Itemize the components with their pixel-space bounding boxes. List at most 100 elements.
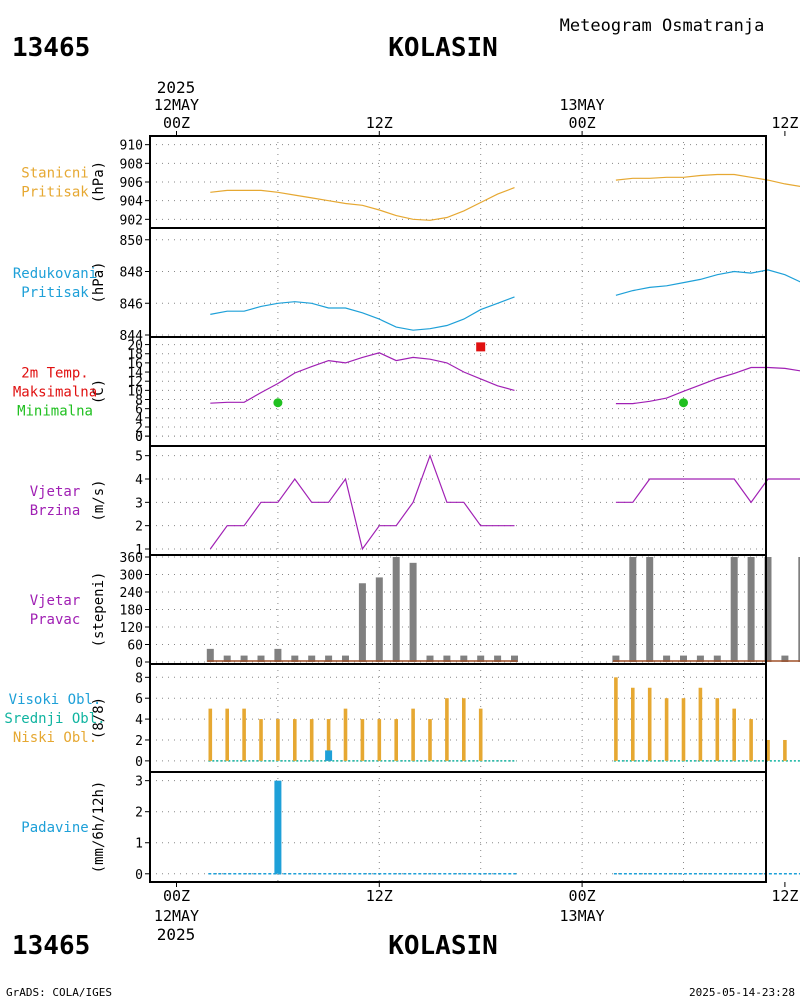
panel-label: Padavine [21,820,88,836]
direction-bar [713,655,721,662]
panel-label: Maksimalna [13,385,97,401]
panel-stanicni: 902 904 906 908 910 (hPa)Stanicni Pritisak [21,135,800,229]
footer-credit: GrADS: COLA/IGES [6,986,112,999]
low-cloud-bar [698,687,703,761]
direction-bar [206,648,214,662]
panel-label: Brzina [30,503,81,519]
low-cloud-bar [293,719,297,761]
direction-bar [511,655,518,662]
top-time-axis: 00Z12MAY12Z00Z13MAY12Z00Z14MAY12Z [154,96,798,136]
low-cloud-bar [377,719,382,761]
low-cloud-bar [478,708,483,761]
direction-bar [798,557,800,662]
panel-frame [149,135,767,229]
panel-label: Pritisak [21,185,89,201]
bottom-date-label: 12MAY [154,907,199,925]
y-tick-label: 20 [127,339,143,354]
panel-padavine: 0 1 2 3 (mm/6h/12h)Padavine [21,771,800,883]
series-line [210,187,515,221]
top-tick-label: 12Z [366,114,393,132]
series-line [210,352,515,404]
panel-frame [149,554,767,665]
direction-bar [342,655,349,662]
low-cloud-bar [462,698,466,761]
panel-label: Vjetar [30,484,81,500]
low-cloud-bar [445,698,449,761]
direction-bar [477,655,485,662]
bottom-tick-label: 00Z [163,887,190,905]
low-cloud-bar [783,739,787,761]
y-tick-label: 240 [120,586,143,601]
y-axis-label: (mm/6h/12h) [91,781,107,874]
y-tick-label: 360 [120,551,143,566]
low-cloud-bar [647,687,652,761]
direction-bar [392,557,400,662]
low-cloud-bar [766,739,770,761]
y-tick-label: 2 [135,421,143,436]
y-tick-label: 3 [135,775,143,790]
panel-label: Visoki Obl. [9,692,102,708]
direction-bar [646,557,654,662]
y-axis-label: (hPa) [91,161,107,203]
low-cloud-bar [749,719,753,761]
station-name-bottom: KOLASIN [388,931,498,961]
y-tick-label: 0 [135,868,143,883]
low-cloud-bar [411,708,415,761]
min-temp-marker [273,398,283,408]
direction-bar [443,655,451,662]
panel-label: 2m Temp. [21,366,88,382]
series-line [210,296,515,331]
direction-bar [629,557,637,662]
low-cloud-bar [732,708,736,761]
y-tick-label: 908 [120,157,143,172]
series-line [615,173,800,188]
panel-oblaci: 0 2 4 6 8 (8/8)Visoki Obl. Srednji Obl. Niski O… [4,663,800,773]
direction-bar [663,655,671,662]
series-line [615,478,800,504]
max-temp-marker [476,342,486,352]
direction-bar [730,557,738,662]
panel-label: Vjetar [30,593,81,609]
panel-label: Pritisak [21,285,89,301]
low-cloud-bar [259,719,263,761]
y-tick-label: 910 [120,139,143,154]
direction-bar [764,557,772,662]
y-tick-label: 10 [127,384,143,399]
y-tick-label: 902 [120,213,143,228]
y-tick-label: 0 [135,430,143,445]
top-date-label: 13MAY [560,96,605,114]
low-cloud-bar [664,698,669,761]
direction-bar [291,655,299,662]
y-tick-label: 850 [120,234,143,249]
low-cloud-bar [276,719,280,761]
y-tick-label: 5 [135,450,143,465]
panel-redukovani: 844 846 848 850 (hPa)Redukovani Pritisak [13,227,800,344]
direction-bar [223,655,231,662]
panel-label: Redukovani [13,266,97,282]
precip-bar [274,780,282,874]
y-tick-label: 120 [120,621,143,636]
y-tick-label: 2 [135,734,143,749]
bottom-tick-label: 12Z [771,887,798,905]
top-date-label: 12MAY [154,96,199,114]
y-tick-label: 4 [135,412,143,427]
low-cloud-bar [326,719,331,761]
low-cloud-bar [343,708,348,761]
y-tick-label: 4 [135,713,143,728]
direction-bar [426,655,434,662]
y-tick-label: 6 [135,692,143,707]
y-tick-label: 8 [135,394,143,409]
y-tick-label: 18 [127,348,143,363]
panel-frame [149,336,767,447]
low-cloud-bar [631,687,635,761]
direction-bar [257,655,265,662]
low-cloud-bar [681,698,686,761]
top-tick-label: 12Z [771,114,798,132]
panel-label: Stanicni [21,166,88,182]
y-tick-label: 0 [135,430,143,445]
panels: 902904906908910(hPa)StanicniPritisak8448… [4,135,800,883]
top-tick-label: 00Z [163,114,190,132]
y-tick-label: 1 [135,837,143,852]
y-tick-label: 3 [135,496,143,511]
